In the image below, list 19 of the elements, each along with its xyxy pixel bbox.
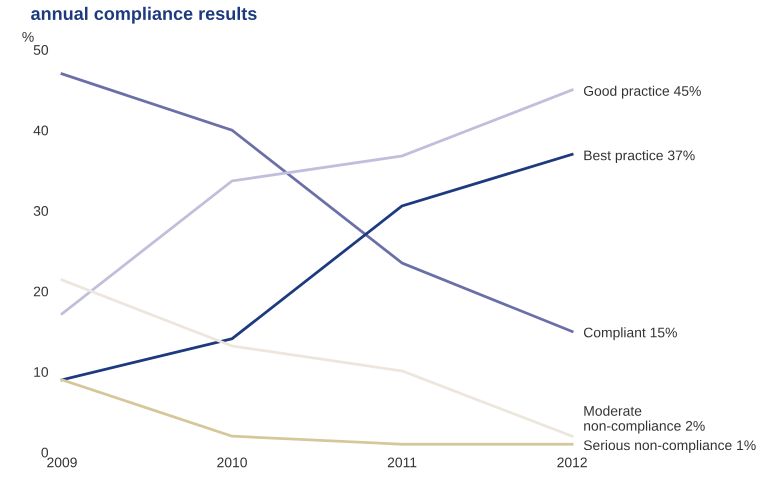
y-tick-label: 40 — [33, 126, 48, 136]
x-tick-label: 2012 — [557, 458, 587, 468]
y-tick-label: 20 — [34, 286, 48, 296]
y-tick-label: 50 — [34, 45, 48, 55]
line-series — [60, 278, 574, 438]
series-label: Moderate non-compliance 2% — [584, 406, 705, 434]
line-series — [60, 152, 574, 382]
y-tick-label: 10 — [34, 367, 48, 377]
chart-title: annual compliance results — [31, 6, 257, 24]
series-label: Compliant 15% — [584, 327, 677, 340]
x-tick-label: 2009 — [47, 458, 77, 468]
series-label: Good practice 45% — [584, 86, 701, 99]
series-label: Serious non-compliance 1% — [584, 440, 756, 453]
y-tick-label: 0 — [41, 448, 48, 458]
y-tick-label: 30 — [34, 206, 48, 216]
x-tick-label: 2010 — [217, 458, 247, 468]
y-axis-title: % — [22, 32, 34, 42]
series-label: Best practice 37% — [584, 150, 695, 164]
x-tick-label: 2011 — [388, 458, 416, 468]
